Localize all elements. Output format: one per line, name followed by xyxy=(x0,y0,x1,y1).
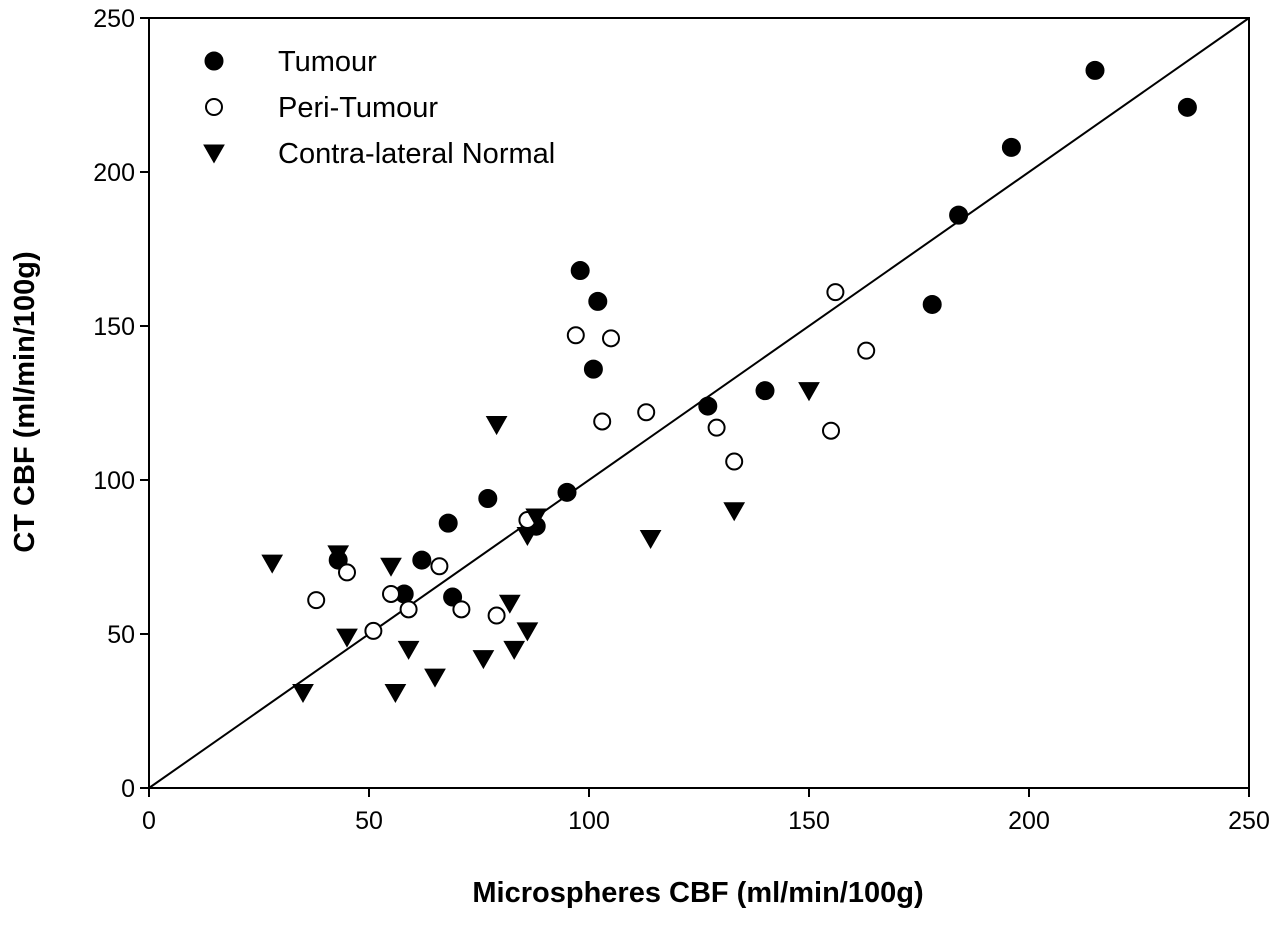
legend-label-peri-tumour: Peri-Tumour xyxy=(278,92,438,124)
point-contra-lateral-normal xyxy=(639,530,662,550)
point-contra-lateral-normal xyxy=(336,628,358,648)
point-tumour xyxy=(755,381,775,401)
x-axis-title: Microspheres CBF (ml/min/100g) xyxy=(472,877,923,909)
point-contra-lateral-normal xyxy=(261,554,284,574)
x-tick-label: 50 xyxy=(355,807,383,835)
x-tick-label: 250 xyxy=(1228,807,1270,835)
legend: Tumour Peri-Tumour Contra-lateral Normal xyxy=(203,46,555,170)
y-tick-label: 50 xyxy=(107,621,135,649)
point-contra-lateral-normal xyxy=(292,684,314,704)
point-tumour xyxy=(583,359,603,379)
point-tumour xyxy=(949,205,969,225)
point-tumour xyxy=(1001,137,1021,157)
point-peri-tumour xyxy=(857,341,876,360)
point-tumour xyxy=(438,513,458,533)
y-tick-label: 150 xyxy=(93,313,135,341)
data-points-layer xyxy=(261,60,1197,704)
point-contra-lateral-normal xyxy=(516,622,539,642)
point-peri-tumour xyxy=(452,600,471,619)
point-peri-tumour xyxy=(602,329,620,348)
point-peri-tumour xyxy=(593,412,612,431)
point-contra-lateral-normal xyxy=(380,557,402,577)
x-tick-label: 0 xyxy=(142,807,156,835)
point-tumour xyxy=(1177,97,1197,117)
point-contra-lateral-normal xyxy=(723,502,746,522)
legend-marker-tumour xyxy=(204,51,224,71)
point-tumour xyxy=(478,488,498,508)
point-tumour xyxy=(698,396,718,416)
point-tumour xyxy=(412,550,432,570)
point-contra-lateral-normal xyxy=(472,650,495,670)
point-contra-lateral-normal xyxy=(525,508,548,528)
point-peri-tumour xyxy=(307,591,326,610)
series-contra-lateral-normal xyxy=(261,382,820,704)
x-tick-label: 200 xyxy=(1008,807,1050,835)
point-tumour xyxy=(922,294,942,314)
y-tick-label: 250 xyxy=(93,5,135,33)
legend-marker-peri-tumour xyxy=(205,98,223,116)
point-peri-tumour xyxy=(822,421,840,440)
x-tick-label: 150 xyxy=(788,807,830,835)
point-peri-tumour xyxy=(826,283,845,302)
point-peri-tumour xyxy=(338,563,356,582)
point-contra-lateral-normal xyxy=(798,382,820,402)
series-peri-tumour xyxy=(307,283,876,640)
point-peri-tumour xyxy=(707,418,726,437)
point-peri-tumour xyxy=(382,584,400,603)
point-contra-lateral-normal xyxy=(503,640,526,660)
point-contra-lateral-normal xyxy=(327,545,350,565)
point-peri-tumour xyxy=(364,621,383,640)
legend-label-tumour: Tumour xyxy=(278,46,377,78)
y-tick-label: 100 xyxy=(93,467,135,495)
point-peri-tumour xyxy=(725,452,744,471)
point-contra-lateral-normal xyxy=(384,684,407,704)
point-contra-lateral-normal xyxy=(516,526,539,546)
point-tumour xyxy=(1085,60,1105,80)
point-peri-tumour xyxy=(566,326,585,345)
point-peri-tumour xyxy=(637,403,656,422)
point-peri-tumour xyxy=(430,557,449,576)
y-tick-label: 0 xyxy=(121,775,135,803)
point-contra-lateral-normal xyxy=(498,594,521,614)
series-tumour xyxy=(328,60,1197,607)
plot-frame xyxy=(148,17,1250,789)
y-tick-label: 200 xyxy=(93,159,135,187)
point-tumour xyxy=(557,482,577,502)
point-contra-lateral-normal xyxy=(485,416,508,436)
x-tick-label: 100 xyxy=(568,807,610,835)
legend-marker-contra-lateral-normal xyxy=(203,144,225,164)
point-peri-tumour xyxy=(399,600,418,619)
legend-label-contra-lateral-normal: Contra-lateral Normal xyxy=(278,138,555,170)
point-contra-lateral-normal xyxy=(424,668,446,688)
point-peri-tumour xyxy=(487,606,506,625)
point-tumour xyxy=(570,261,590,281)
axes-layer: 0 50 100 150 200 250 0 50 100 150 200 250 xyxy=(93,5,1270,835)
point-contra-lateral-normal xyxy=(397,640,420,660)
y-axis-title: CT CBF (ml/min/100g) xyxy=(9,251,41,552)
point-tumour xyxy=(588,291,608,311)
